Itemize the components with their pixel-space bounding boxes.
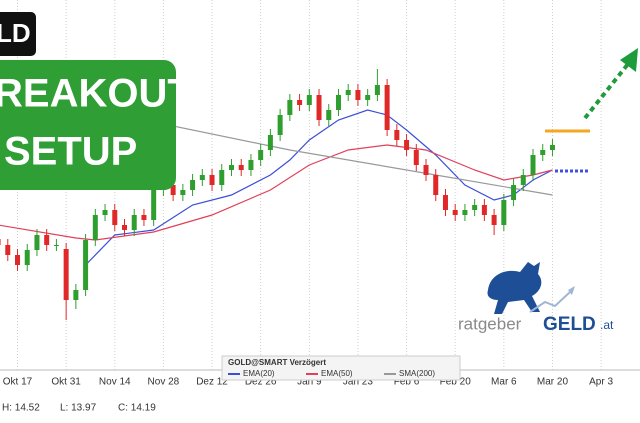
candle-body [83, 240, 89, 290]
status-value: L: 13.97 [60, 403, 97, 414]
candle-body [151, 190, 157, 220]
arrow-head [620, 48, 638, 72]
candles [0, 69, 555, 320]
candle-body [355, 90, 361, 100]
candle-body [0, 239, 1, 245]
legend-label: SMA(200) [399, 369, 435, 378]
candle-body [413, 150, 419, 165]
legend: EMA(20) EMA(50) SMA(200) [228, 369, 435, 378]
legend-box [221, 355, 461, 381]
candle-body [374, 85, 380, 95]
candle-body [423, 165, 429, 175]
logo-bull [487, 262, 575, 314]
candle-body [345, 90, 351, 95]
candle-body [472, 205, 478, 210]
candle-body [92, 215, 98, 240]
legend-label: EMA(50) [321, 369, 353, 378]
x-tick-label: Okt 31 [51, 377, 81, 388]
logo-suffix: .at [600, 318, 614, 332]
candle-body [209, 175, 215, 185]
x-tick-label: Nov 28 [148, 377, 180, 388]
candle-body [190, 180, 196, 190]
candle-body [53, 245, 59, 246]
x-tick-label: Mar 20 [537, 377, 569, 388]
candle-body [540, 150, 546, 155]
indicator-line [0, 144, 553, 241]
candle-body [267, 135, 273, 150]
candle-body [452, 210, 458, 215]
candle-body [404, 140, 410, 150]
candle-body [520, 175, 526, 185]
candle-body [530, 155, 536, 175]
candle-body [258, 150, 264, 160]
candle-body [442, 195, 448, 210]
candle-body [34, 235, 40, 250]
candle-body [491, 215, 497, 225]
candle-body [549, 145, 555, 150]
x-tick-label: Mar 6 [491, 377, 517, 388]
x-tick-labels: Okt 17 Okt 31 Nov 14 Nov 28 Dez 12 Dez 26 Jan … [3, 377, 614, 388]
headline-line: REAKOUT [0, 72, 192, 116]
candle-body [365, 95, 371, 100]
legend-title: GOLD@SMART Verzögert [228, 358, 326, 367]
candle-body [238, 165, 244, 170]
candle-body [102, 210, 108, 215]
candle-body [44, 235, 50, 245]
candle-body [384, 85, 390, 130]
candle-body [394, 130, 400, 140]
candle-body [277, 115, 283, 135]
candle-body [297, 100, 303, 105]
candle-body [141, 215, 147, 220]
candle-body [287, 100, 293, 115]
candle-body [501, 200, 507, 225]
legend-label: EMA(20) [243, 369, 275, 378]
candle-body [199, 175, 205, 180]
x-tick-label: Nov 14 [99, 377, 131, 388]
status-value: H: 14.52 [2, 403, 40, 414]
candle-body [131, 215, 137, 230]
candle-body [5, 245, 11, 255]
x-tick-label: Dez 26 [245, 377, 277, 388]
candle-body [248, 160, 254, 170]
badge-box [0, 12, 36, 56]
logo-brand: GELD [543, 314, 596, 335]
x-tick-label: Feb 6 [394, 377, 420, 388]
status-value: C: 14.19 [118, 403, 156, 414]
candle-body [481, 205, 487, 215]
headline-box [0, 60, 176, 190]
candle-body [112, 210, 118, 225]
badge-text: LD [0, 18, 31, 48]
headline-line: SETUP [4, 130, 137, 174]
status-bar: H: 14.52 L: 13.97 C: 14.19 [2, 403, 156, 414]
x-tick-label: Apr 3 [589, 377, 613, 388]
candle-body [316, 95, 322, 120]
candle-body [63, 249, 69, 300]
candle-body [335, 95, 341, 110]
candle-body [24, 250, 30, 265]
x-tick-label: Jan 9 [297, 377, 322, 388]
candle-body [180, 190, 186, 195]
logo-prefix: ratgeber [458, 314, 522, 333]
candle-body [228, 165, 234, 170]
candle-body [433, 175, 439, 195]
candle-body [170, 185, 176, 195]
candle-body [121, 225, 127, 230]
x-tick-label: Okt 17 [3, 377, 33, 388]
candle-body [73, 290, 79, 300]
candle-body [511, 185, 517, 200]
x-tick-label: Feb 20 [440, 377, 472, 388]
x-tick-label: Dez 12 [196, 377, 228, 388]
candle-body [306, 95, 312, 105]
breakout-arrow [583, 62, 630, 120]
indicator-line [85, 109, 553, 266]
candle-body [326, 110, 332, 120]
x-tick-label: Jan 23 [343, 377, 373, 388]
candle-body [15, 255, 21, 265]
candle-body [462, 210, 468, 215]
candle-body [219, 170, 225, 185]
